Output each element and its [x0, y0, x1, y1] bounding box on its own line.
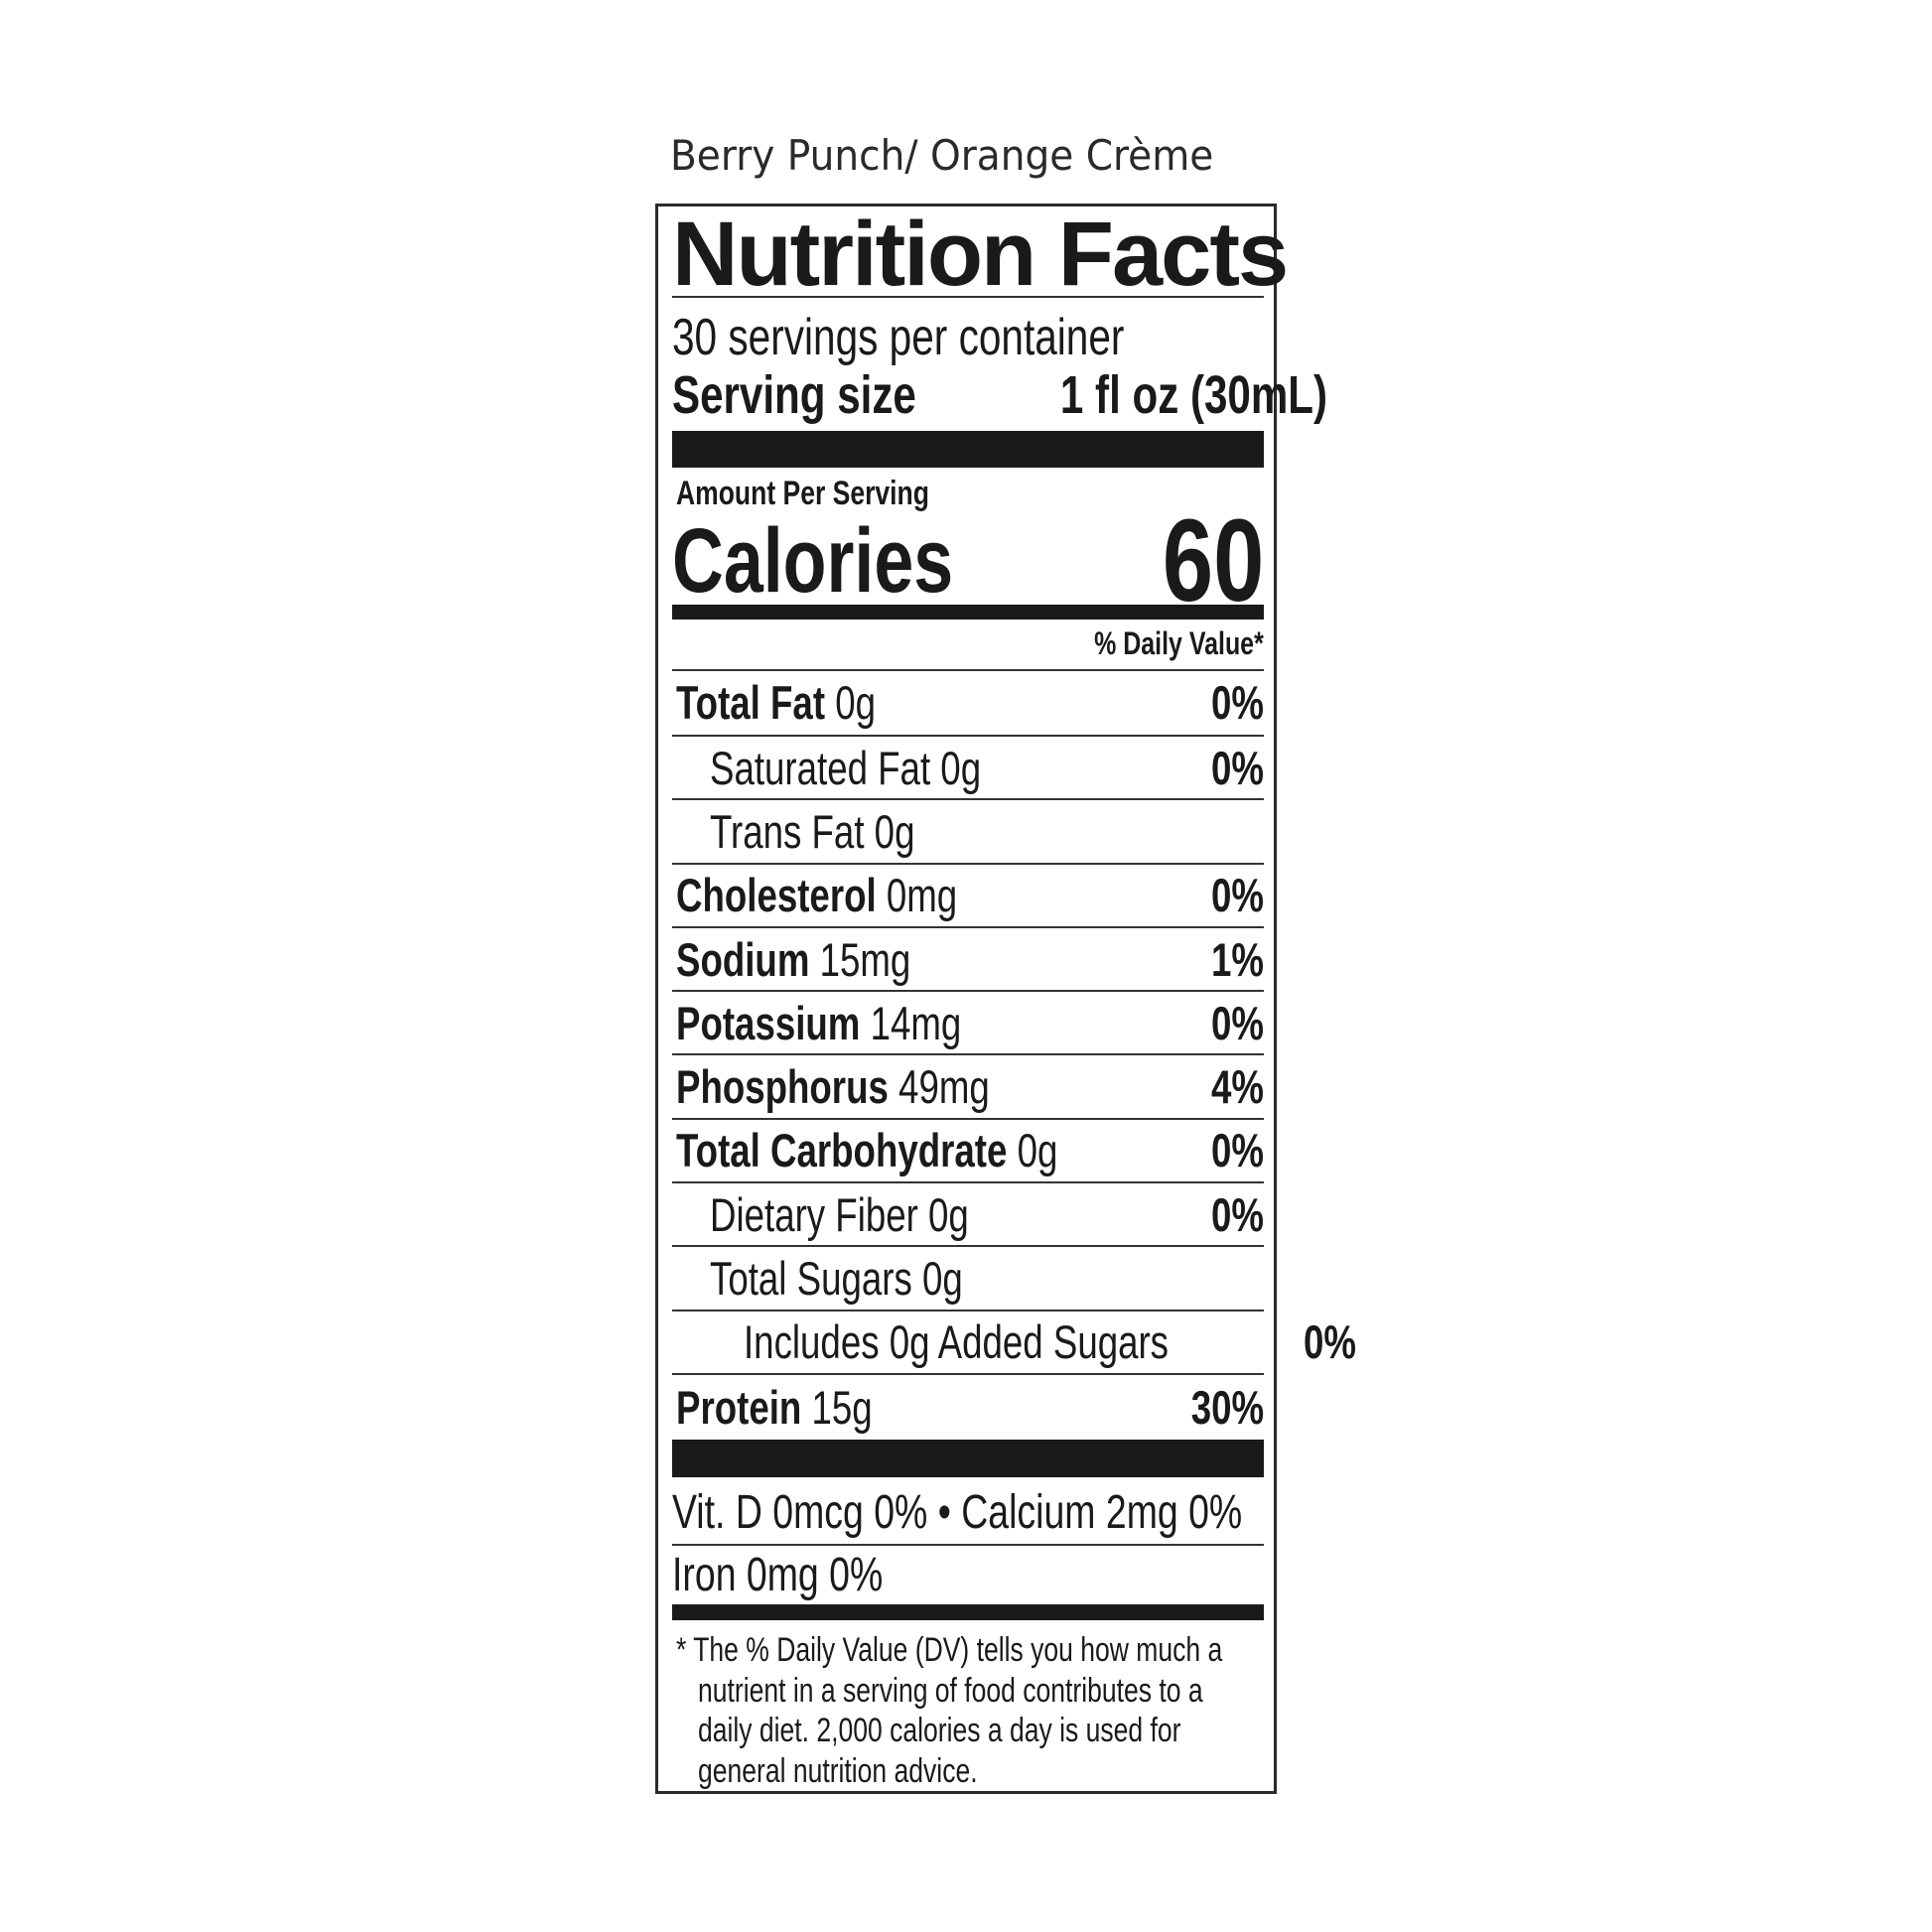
nutrient-label: Includes 0g Added Sugars: [744, 1315, 1170, 1369]
divider: [672, 1544, 1264, 1546]
calories-label: Calories: [672, 509, 954, 612]
serving-size: Serving size 1 fl oz (30mL): [672, 365, 1327, 425]
servings-per-container: 30 servings per container: [672, 309, 1125, 366]
nutrient-label: Dietary Fiber 0g: [710, 1187, 969, 1241]
nutrient-row: Trans Fat 0g: [672, 800, 1264, 865]
nutrient-row: Total Sugars 0g: [672, 1247, 1264, 1311]
nutrient-daily-value: 0%: [1211, 676, 1264, 729]
nutrient-label: Saturated Fat 0g: [710, 741, 982, 794]
nutrition-label-border: [655, 204, 1277, 1794]
nutrient-label: Protein: [676, 1380, 802, 1434]
nutrient-label: Total Sugars 0g: [710, 1252, 963, 1306]
label-title: Nutrition Facts: [672, 204, 1289, 305]
divider: [672, 296, 1264, 298]
nutrient-amount: 49mg: [898, 1060, 990, 1114]
nutrient-daily-value: 4%: [1211, 1060, 1264, 1114]
footnote-line: daily diet. 2,000 calories a day is used…: [698, 1712, 1181, 1749]
nutrient-row: Includes 0g Added Sugars 0%: [672, 1311, 1356, 1375]
nutrient-row: Sodium 15mg 1%: [672, 928, 1264, 993]
thick-divider: [672, 431, 1264, 468]
nutrient-daily-value: 30%: [1190, 1380, 1264, 1434]
nutrient-row: Total Fat 0g 0%: [672, 670, 1264, 737]
nutrient-amount: 0mg: [886, 869, 958, 922]
nutrient-row: Cholesterol 0mg 0%: [672, 865, 1264, 928]
vitamins-line-1: Vit. D 0mcg 0% • Calcium 2mg 0%: [672, 1486, 1243, 1539]
flavor-name: Berry Punch/ Orange Crème: [670, 131, 1214, 180]
nutrient-row: Dietary Fiber 0g 0%: [672, 1183, 1264, 1248]
nutrient-row: Potassium 14mg 0%: [672, 992, 1264, 1056]
nutrient-row: Protein 15g 30%: [672, 1375, 1264, 1439]
amount-per-serving: Amount Per Serving: [676, 475, 929, 512]
medium-divider: [672, 605, 1264, 620]
nutrient-label: Sodium: [676, 932, 810, 986]
footnote-line: * The % Daily Value (DV) tells you how m…: [676, 1631, 1223, 1669]
thick-divider: [672, 1440, 1264, 1477]
nutrient-label: Total Carbohydrate: [676, 1124, 1008, 1177]
nutrient-amount: 0g: [1017, 1124, 1058, 1177]
serving-size-value: 1 fl oz (30mL): [1060, 365, 1328, 425]
nutrient-label: Phosphorus: [676, 1060, 889, 1114]
nutrient-row: Saturated Fat 0g 0%: [672, 737, 1264, 801]
nutrient-amount: 15g: [811, 1380, 873, 1434]
nutrient-daily-value: 0%: [1211, 741, 1264, 794]
nutrient-label: Trans Fat 0g: [710, 804, 915, 858]
nutrient-label: Cholesterol: [676, 869, 877, 922]
footnote-line: nutrient in a serving of food contribute…: [698, 1671, 1203, 1710]
nutrient-daily-value: 0%: [1211, 1124, 1264, 1177]
footnote-line: general nutrition advice.: [698, 1751, 978, 1790]
nutrient-daily-value: 0%: [1211, 996, 1264, 1049]
vitamins-line-2: Iron 0mg 0%: [672, 1549, 884, 1601]
nutrient-row: Total Carbohydrate 0g 0%: [672, 1120, 1264, 1184]
nutrient-daily-value: 0%: [1211, 869, 1264, 922]
divider: [672, 669, 1264, 671]
nutrient-amount: 0g: [835, 676, 876, 729]
medium-divider: [672, 1604, 1264, 1620]
nutrient-amount: 14mg: [870, 996, 962, 1049]
nutrient-daily-value: 1%: [1211, 932, 1264, 986]
nutrient-label: Potassium: [676, 996, 861, 1049]
serving-size-label: Serving size: [672, 365, 916, 425]
nutrient-amount: 15mg: [819, 932, 911, 986]
calories-row: Calories 60: [672, 495, 1264, 626]
footnote: * The % Daily Value (DV) tells you how m…: [676, 1630, 1268, 1791]
daily-value-header: % Daily Value*: [1094, 625, 1264, 661]
nutrient-daily-value: 0%: [1303, 1315, 1356, 1369]
nutrient-row: Phosphorus 49mg 4%: [672, 1055, 1264, 1120]
nutrient-label: Total Fat: [676, 676, 826, 729]
nutrient-daily-value: 0%: [1211, 1187, 1264, 1241]
nutrient-list: Total Fat 0g 0% Saturated Fat 0g 0% Trans Fa…: [672, 670, 1356, 1439]
